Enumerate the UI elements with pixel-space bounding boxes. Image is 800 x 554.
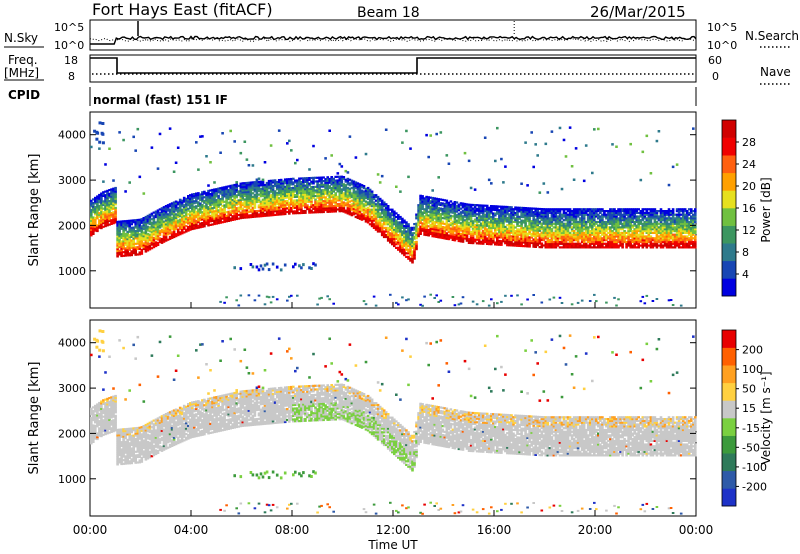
power-colorbar-swatch-0 [722, 278, 736, 297]
velocity-colorbar-swatch-6 [722, 382, 736, 401]
nsky-trace [90, 35, 697, 45]
power-colorbar-tick-label-0: 28 [742, 136, 756, 149]
power-colorbar-swatch-3 [722, 225, 736, 244]
cpid-value: normal (fast) 151 IF [93, 93, 228, 107]
noise-tick-right-bottom: 10^0 [707, 39, 737, 52]
velocity-ytick-label-1: 3000 [58, 382, 86, 395]
freq-tick-bottom: 8 [68, 70, 75, 83]
power-colorbar-swatch-7 [722, 155, 736, 174]
x-axis: 00:00 04:00 08:00 12:00 16:00 20:00 00:00 [73, 302, 714, 537]
noise-panel-frame [89, 19, 697, 51]
freq-label-line1: Freq. [8, 53, 38, 67]
xtick-label-3: 12:00 [376, 523, 411, 537]
station-title: Fort Hays East (fitACF) [92, 0, 273, 19]
velocity-ylabel: Slant Range [km] [27, 362, 42, 475]
xtick-label-1: 04:00 [174, 523, 209, 537]
noise-tick-left-top: 10^5 [54, 21, 84, 34]
velocity-colorbar-frame [721, 329, 737, 507]
noise-tick-right-top: 10^5 [707, 21, 737, 34]
xtick-label-5: 20:00 [578, 523, 613, 537]
power-ytick-label-1: 3000 [58, 174, 86, 187]
nsearch-trace [89, 37, 697, 43]
power-colorbar-label: Power [dB] [759, 177, 773, 242]
freq-panel-frame [89, 54, 697, 83]
velocity-ytick-label-0: 4000 [58, 337, 86, 350]
xtick-label-2: 08:00 [275, 523, 310, 537]
power-colorbar-swatch-1 [722, 260, 736, 279]
freq-label-line2: [MHz] [4, 66, 39, 80]
velocity-heatmap [90, 329, 697, 515]
nave-label: Nave [760, 65, 791, 79]
x-axis-label: Time UT [367, 538, 418, 552]
velocity-colorbar-swatch-4 [722, 418, 736, 436]
velocity-colorbar-swatch-3 [722, 435, 736, 454]
velocity-colorbar-swatch-7 [722, 365, 736, 384]
velocity-colorbar-tick-label-6: -100 [742, 461, 767, 474]
xtick-label-6: 00:00 [679, 523, 714, 537]
velocity-colorbar-tick-label-4: -15 [742, 422, 760, 435]
freq-trace [90, 57, 696, 74]
velocity-colorbar-swatch-9 [722, 330, 736, 348]
power-colorbar-swatch-2 [722, 243, 736, 262]
noise-trace [89, 21, 697, 45]
nave-tick-bottom: 0 [712, 70, 719, 83]
velocity-colorbar-tick-label-3: 15 [742, 402, 756, 415]
velocity-colorbar: 200 100 50 15 -15 -50 -100 -200 Velocity [m s⁻¹… [721, 329, 773, 507]
noise-tick-left-bottom: 10^0 [54, 39, 84, 52]
power-heatmap [90, 121, 697, 307]
power-ylabel: Slant Range [km] [27, 154, 42, 267]
power-colorbar-tick-label-5: 8 [742, 246, 749, 259]
velocity-y-axis: 4000 3000 2000 1000 [58, 337, 696, 486]
power-colorbar-swatch-8 [722, 137, 736, 156]
power-colorbar-tick-label-1: 24 [742, 158, 756, 171]
power-ytick-label-3: 1000 [58, 265, 86, 278]
velocity-ytick-label-3: 1000 [58, 473, 86, 486]
velocity-colorbar-swatch-0 [722, 488, 736, 507]
power-colorbar-swatch-6 [722, 172, 736, 191]
velocity-colorbar-tick-label-1: 100 [742, 363, 763, 376]
date-title: 26/Mar/2015 [590, 3, 686, 21]
velocity-panel: 4000 3000 2000 1000 [58, 319, 697, 517]
cpid-label: CPID [8, 88, 40, 102]
noise-panel: N.Sky 10^5 10^0 10^5 10^0 N.Search [4, 19, 799, 52]
power-colorbar-swatch-4 [722, 208, 736, 226]
power-y-axis: 4000 3000 2000 1000 [58, 129, 696, 278]
power-colorbar-tick-label-6: 4 [742, 268, 749, 281]
velocity-colorbar-swatch-8 [722, 347, 736, 366]
power-colorbar-tick-label-2: 20 [742, 180, 756, 193]
velocity-colorbar-tick-label-5: -50 [742, 441, 760, 454]
nave-tick-top: 60 [708, 54, 722, 67]
beam-title: Beam 18 [357, 5, 420, 21]
nsky-label: N.Sky [4, 31, 38, 45]
power-colorbar-swatch-5 [722, 190, 736, 209]
power-colorbar-tick-label-4: 12 [742, 224, 756, 237]
power-colorbar-swatch-9 [722, 120, 736, 138]
power-ytick-label-0: 4000 [58, 129, 86, 142]
power-panel: 4000 3000 2000 1000 [58, 111, 697, 309]
velocity-ytick-label-2: 2000 [58, 427, 86, 440]
velocity-colorbar-swatch-5 [722, 400, 736, 419]
power-colorbar-tick-label-3: 16 [742, 202, 756, 215]
freq-panel: Freq. [MHz] 18 8 60 0 Nave [4, 53, 792, 85]
velocity-colorbar-swatch-1 [722, 470, 736, 489]
velocity-colorbar-label: Velocity [m s⁻¹] [759, 371, 773, 464]
nsearch-label: N.Search [745, 29, 799, 43]
velocity-colorbar-tick-label-2: 50 [742, 383, 756, 396]
xtick-label-0: 00:00 [73, 523, 108, 537]
velocity-colorbar-tick-label-7: -200 [742, 480, 767, 493]
freq-tick-top: 18 [64, 54, 78, 67]
power-colorbar: 28 24 20 16 12 8 4 Power [dB] [721, 119, 773, 297]
velocity-colorbar-tick-label-0: 200 [742, 344, 763, 357]
power-ytick-label-2: 2000 [58, 219, 86, 232]
xtick-label-4: 16:00 [477, 523, 512, 537]
velocity-colorbar-swatch-2 [722, 453, 736, 472]
